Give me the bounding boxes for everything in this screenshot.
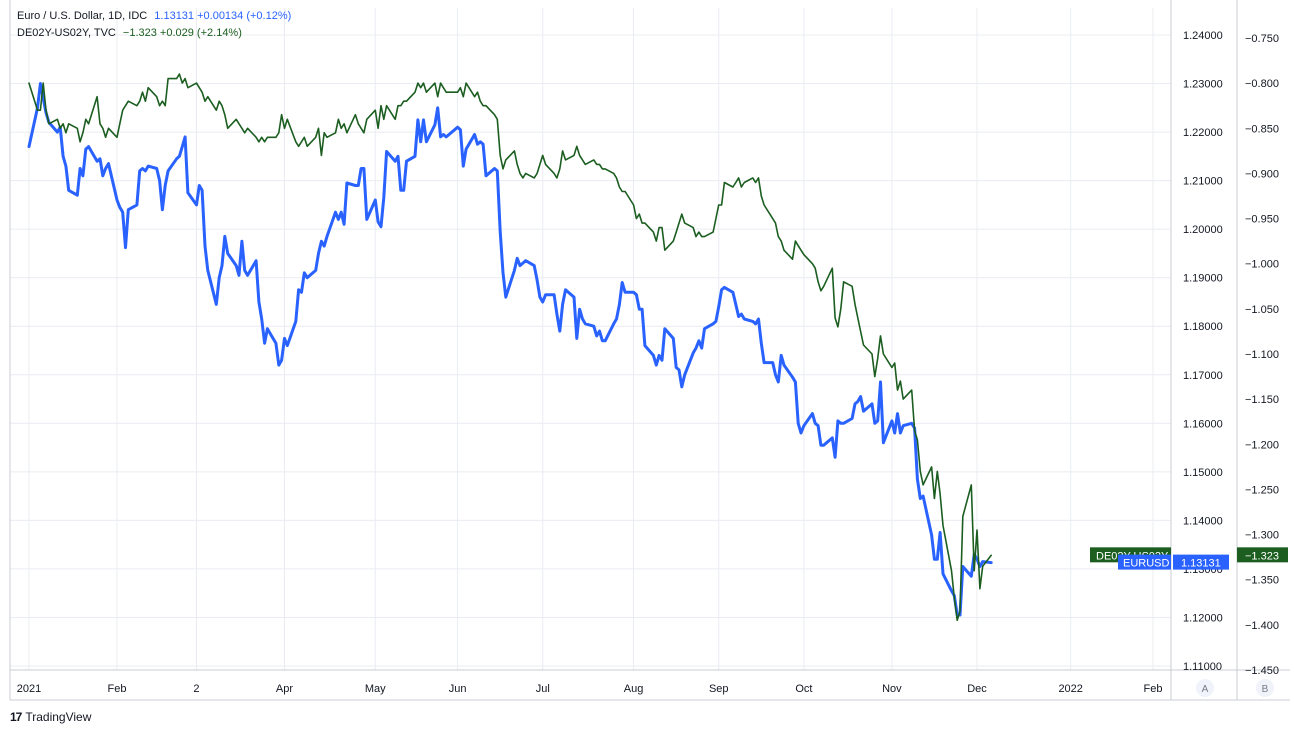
- eurusd-axis-tick-label: 1.15000: [1183, 467, 1223, 479]
- spread-value-tag: −1.323: [1245, 550, 1279, 562]
- eurusd-axis-tick-label: 1.11000: [1183, 661, 1222, 673]
- x-tick-label: 2: [193, 683, 199, 695]
- legend-spread[interactable]: DE02Y-US02Y, TVC −1.323 +0.029 (+2.14%): [17, 27, 242, 39]
- spread-axis-tick-label: −1.150: [1245, 394, 1279, 406]
- legend-eurusd-values: 1.13131 +0.00134 (+0.12%): [154, 10, 292, 22]
- eurusd-axis-tick-label: 1.20000: [1183, 224, 1223, 236]
- spread-axis-tick-label: −0.800: [1245, 78, 1279, 90]
- x-tick-label: Dec: [967, 683, 987, 695]
- legend-spread-values: −1.323 +0.029 (+2.14%): [122, 27, 242, 39]
- eurusd-axis-tick-label: 1.12000: [1183, 612, 1223, 624]
- spread-axis-tick-label: −0.900: [1245, 168, 1279, 180]
- x-tick-label: Jul: [536, 683, 550, 695]
- spread-axis-tick-label: −1.000: [1245, 259, 1279, 271]
- eurusd-axis-tick-label: 1.18000: [1183, 321, 1223, 333]
- spread-axis-tick-label: −1.450: [1245, 665, 1279, 677]
- chart-axes: 2021 Feb 2 Apr May Jun Jul Aug Sep Oct Nov Dec 2022 F…: [9, 0, 1290, 701]
- spread-axis-tick-label: −0.850: [1245, 123, 1279, 135]
- x-tick-label: Aug: [624, 683, 644, 695]
- eurusd-axis-tick-label: 1.21000: [1183, 176, 1223, 188]
- eurusd-axis-tick-label: 1.14000: [1183, 515, 1223, 527]
- spread-axis-tick-label: −1.300: [1245, 530, 1279, 542]
- x-tick-label: 2022: [1058, 683, 1082, 695]
- scale-mode-button-bg: [1256, 679, 1274, 697]
- spread-axis-tick-label: −1.250: [1245, 484, 1279, 496]
- x-tick-label: Nov: [882, 683, 902, 695]
- eurusd-name-tag-bg: [1118, 554, 1171, 570]
- tradingview-wordmark: TradingView: [25, 710, 92, 724]
- spread-axis-tick-label: −0.950: [1245, 214, 1279, 226]
- x-tick-label: Jun: [449, 683, 467, 695]
- x-tick-label: Feb: [1144, 683, 1163, 695]
- chart-grid: [10, 8, 1171, 670]
- eurusd-value-tag-bg: [1173, 554, 1229, 570]
- spread-value-tag-bg: [1237, 547, 1288, 563]
- eurusd-axis-tick-label: 1.22000: [1183, 127, 1223, 139]
- legend-spread-name: DE02Y-US02Y, TVC: [17, 27, 116, 39]
- spread-axis-tick-label: −1.200: [1245, 439, 1279, 451]
- x-tick-label: Oct: [795, 683, 812, 695]
- x-tick-label: Sep: [709, 683, 729, 695]
- eurusd-axis-tick-label: 1.24000: [1183, 30, 1223, 42]
- x-tick-label: Apr: [276, 683, 293, 695]
- series-layer: [27, 73, 993, 622]
- spread-axis-tick-label: −1.050: [1245, 304, 1279, 316]
- tradingview-brand[interactable]: 17 TradingView: [10, 710, 91, 724]
- x-tick-label: May: [365, 683, 386, 695]
- eurusd-axis-tick-label: 1.23000: [1183, 79, 1223, 91]
- eurusd-axis-tick-label: 1.19000: [1183, 273, 1223, 285]
- scale-mode-button-bg: [1196, 679, 1214, 697]
- spread-axis-tick-label: −0.750: [1245, 33, 1279, 45]
- eurusd-axis-tick-label: 1.16000: [1183, 418, 1223, 430]
- spread-axis-tick-label: −1.400: [1245, 620, 1279, 632]
- spread-axis-tick-label: −1.100: [1245, 349, 1279, 361]
- eurusd-value-tag: 1.13131: [1181, 558, 1221, 570]
- scale-mode-button-label: A: [1202, 684, 1209, 695]
- eurusd-axis-tick-label: 1.17000: [1183, 370, 1223, 382]
- tradingview-logo-icon: 17: [10, 710, 22, 724]
- scale-mode-button-a[interactable]: A: [1196, 679, 1214, 697]
- scale-mode-button-b[interactable]: B: [1256, 679, 1274, 697]
- x-tick-label: Feb: [108, 683, 127, 695]
- eurusd-series-line: [27, 82, 993, 617]
- legend-eurusd[interactable]: Euro / U.S. Dollar, 1D, IDC 1.13131 +0.0…: [17, 10, 291, 22]
- legend-eurusd-name: Euro / U.S. Dollar, 1D, IDC: [17, 10, 148, 22]
- scale-mode-button-label: B: [1262, 684, 1269, 695]
- eurusd-name-tag: EURUSD: [1123, 558, 1170, 570]
- spread-axis-tick-label: −1.350: [1245, 575, 1279, 587]
- x-tick-label: 2021: [17, 683, 41, 695]
- spread-series-line: [28, 73, 992, 622]
